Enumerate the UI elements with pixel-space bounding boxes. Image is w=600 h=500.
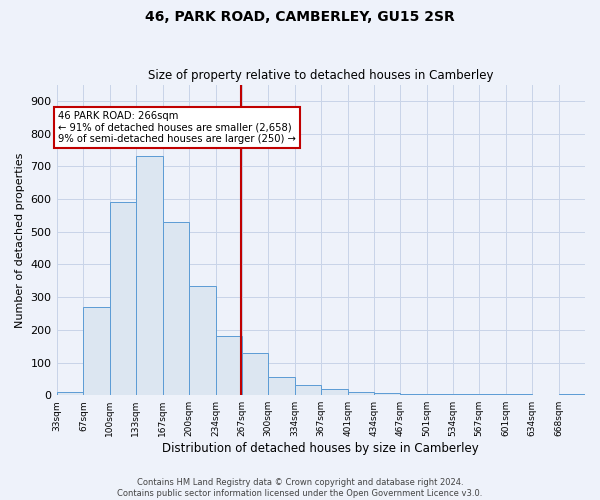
Bar xyxy=(453,394,479,395)
Bar xyxy=(56,392,83,395)
Bar xyxy=(188,286,215,395)
Text: 46 PARK ROAD: 266sqm
← 91% of detached houses are smaller (2,658)
9% of semi-det: 46 PARK ROAD: 266sqm ← 91% of detached h… xyxy=(58,110,296,144)
Bar xyxy=(506,394,532,395)
Bar xyxy=(136,156,163,395)
X-axis label: Distribution of detached houses by size in Camberley: Distribution of detached houses by size … xyxy=(163,442,479,455)
Bar xyxy=(347,392,374,395)
Text: Contains HM Land Registry data © Crown copyright and database right 2024.
Contai: Contains HM Land Registry data © Crown c… xyxy=(118,478,482,498)
Bar xyxy=(321,388,347,395)
Bar xyxy=(400,394,427,395)
Bar xyxy=(559,394,585,395)
Title: Size of property relative to detached houses in Camberley: Size of property relative to detached ho… xyxy=(148,69,494,82)
Text: 46, PARK ROAD, CAMBERLEY, GU15 2SR: 46, PARK ROAD, CAMBERLEY, GU15 2SR xyxy=(145,10,455,24)
Bar xyxy=(163,222,188,395)
Bar xyxy=(268,377,295,395)
Y-axis label: Number of detached properties: Number of detached properties xyxy=(15,152,25,328)
Bar xyxy=(215,336,242,395)
Bar xyxy=(374,392,400,395)
Bar xyxy=(427,394,453,395)
Bar xyxy=(110,202,136,395)
Bar xyxy=(295,386,321,395)
Bar xyxy=(83,307,110,395)
Bar xyxy=(479,394,506,395)
Bar xyxy=(242,352,268,395)
